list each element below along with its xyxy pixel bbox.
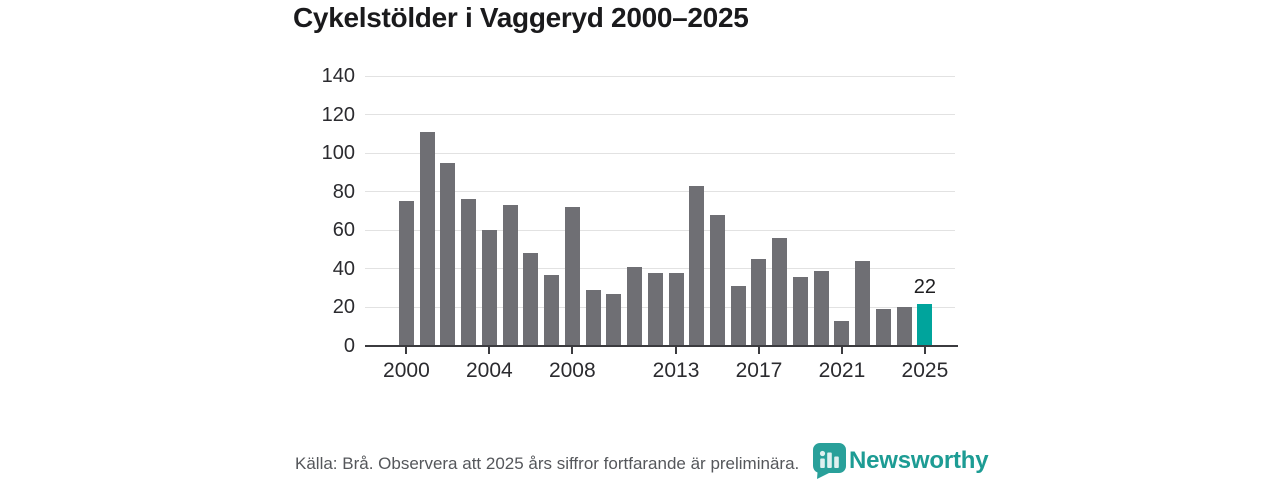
y-axis-tick-label: 40 — [332, 257, 355, 280]
bar-2013 — [668, 272, 684, 346]
x-axis-tick-label: 2004 — [466, 359, 513, 382]
bar-2003 — [461, 199, 477, 346]
bar-2014 — [689, 185, 705, 346]
bar-2024 — [896, 307, 912, 346]
x-axis-tick-label: 2000 — [383, 359, 430, 382]
newsworthy-logo: Newsworthy — [813, 443, 989, 479]
bar-2017 — [751, 259, 767, 346]
gridline-y-80 — [365, 191, 955, 193]
y-axis-tick-label: 80 — [332, 180, 355, 203]
bar-2001 — [419, 131, 435, 346]
bar-2019 — [792, 276, 808, 346]
gridline-y-40 — [365, 268, 955, 270]
x-axis-tick-2013 — [675, 347, 678, 354]
y-axis-tick-label: 120 — [321, 103, 355, 126]
x-axis-tick-2000 — [405, 347, 408, 354]
gridline-y-140 — [365, 75, 955, 77]
x-axis-tick-2025 — [923, 347, 926, 354]
y-axis-tick-label: 60 — [332, 219, 355, 242]
x-axis-tick-2008 — [571, 347, 574, 354]
gridline-y-100 — [365, 152, 955, 154]
y-axis-tick-label: 100 — [321, 142, 355, 165]
bar-2020 — [813, 270, 829, 346]
bar-2009 — [585, 290, 601, 346]
bar-2023 — [875, 309, 891, 346]
x-axis-line — [365, 345, 958, 347]
x-axis-tick-2004 — [488, 347, 491, 354]
bar-2025-highlighted — [917, 303, 933, 346]
bar-2022 — [855, 261, 871, 346]
bar-2021 — [834, 320, 850, 346]
bar-2018 — [772, 238, 788, 346]
y-axis-tick-label: 20 — [332, 296, 355, 319]
gridline-y-120 — [365, 114, 955, 116]
x-axis-tick-2021 — [840, 347, 843, 354]
bar-2007 — [544, 274, 560, 346]
bar-2006 — [523, 253, 539, 346]
bar-2015 — [710, 214, 725, 346]
bar-2002 — [440, 162, 456, 346]
newsworthy-barchart-bubble-icon — [813, 443, 846, 479]
bar-2004 — [481, 230, 497, 346]
x-axis-tick-2017 — [757, 347, 760, 354]
bar-2012 — [647, 272, 663, 346]
x-axis-tick-label: 2008 — [548, 359, 596, 382]
bar-2011 — [627, 266, 643, 346]
x-axis-tick-label: 2021 — [818, 359, 866, 382]
bar-2016 — [730, 286, 746, 346]
y-axis-tick-label: 0 — [343, 335, 355, 357]
x-axis-tick-label: 2017 — [735, 359, 783, 382]
bar-2000 — [398, 201, 414, 346]
gridline-y-60 — [365, 229, 955, 231]
bar-2008 — [564, 207, 580, 346]
source-note: Källa: Brå. Observera att 2025 års siffr… — [295, 454, 800, 473]
y-axis-tick-label: 140 — [321, 65, 355, 87]
chart-title: Cykelstölder i Vaggeryd 2000–2025 — [293, 2, 749, 33]
bar-2010 — [606, 293, 622, 346]
x-axis-tick-label: 2025 — [901, 359, 949, 382]
bar-2005 — [502, 205, 518, 346]
x-axis-tick-label: 2013 — [652, 359, 700, 382]
newsworthy-wordmark: Newsworthy — [849, 447, 989, 474]
highlight-value-label: 22 — [913, 275, 937, 298]
